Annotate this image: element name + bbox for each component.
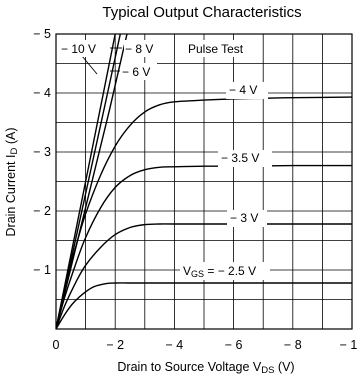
- label-vgs-8v: − 8 V: [125, 42, 153, 56]
- y-tick-label: − 1: [33, 263, 51, 277]
- label-vgs-10v: − 10 V: [61, 42, 96, 56]
- x-tick-label: − 4: [166, 338, 184, 352]
- x-axis-label: Drain to Source Voltage VDS (V): [117, 360, 294, 376]
- y-axis-label: Drain Current ID (A): [4, 128, 20, 237]
- series-line-0: [56, 34, 116, 329]
- x-axis-label-unit: (V): [274, 360, 294, 374]
- label-leader-line: [81, 55, 98, 75]
- y-tick-label: − 3: [33, 145, 51, 159]
- label-vgs-2-5v: VGS = − 2.5 V: [183, 264, 256, 279]
- y-axis-label-sub: D: [9, 148, 20, 155]
- y-tick-label: − 2: [33, 204, 51, 218]
- plot-frame: [55, 33, 353, 330]
- pulse-test-annotation: Pulse Test: [188, 42, 244, 56]
- x-axis-label-sub: DS: [261, 365, 274, 376]
- y-tick-label: − 5: [33, 27, 51, 41]
- label-vgs-4v: − 4 V: [229, 83, 257, 97]
- x-tick-label: − 10: [340, 338, 357, 352]
- x-tick-labels: 0 − 2 − 4 − 6 − 8 − 10: [53, 338, 357, 352]
- x-tick-label: 0: [53, 338, 60, 352]
- label-vgs-3v: − 3 V: [230, 211, 258, 225]
- curve-labels: Pulse Test − 10 V − 8 V − 6 V − 4 V − 3.…: [60, 40, 272, 280]
- series-line-6: [56, 282, 352, 329]
- label-vgs-sub: GS: [191, 269, 204, 279]
- series-line-2: [56, 34, 128, 329]
- leader-lines: [81, 47, 122, 75]
- y-tick-label: − 4: [33, 86, 51, 100]
- x-tick-label: − 8: [284, 338, 302, 352]
- y-tick-labels: − 1 − 2 − 3 − 4 − 5: [33, 27, 51, 277]
- chart-title: Typical Output Characteristics: [102, 4, 301, 21]
- x-tick-label: − 2: [106, 338, 124, 352]
- label-vgs-3-5v: − 3.5 V: [221, 151, 259, 165]
- x-tick-label: − 6: [225, 338, 243, 352]
- y-axis-label-unit: (A): [4, 128, 18, 148]
- label-vgs-value: = − 2.5 V: [204, 264, 256, 278]
- label-vgs-6v: − 6 V: [122, 65, 150, 79]
